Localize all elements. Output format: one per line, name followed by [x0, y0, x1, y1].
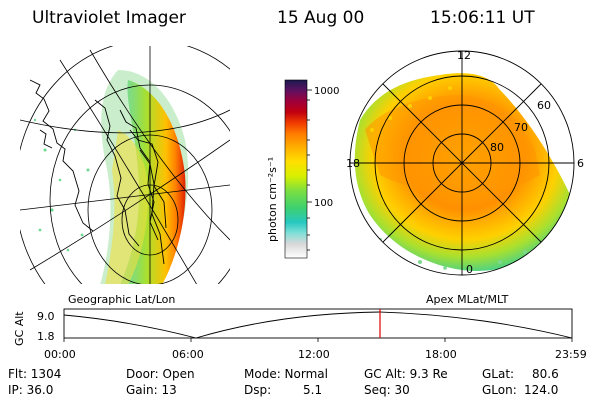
altitude-ytick-1.8: 1.8	[37, 330, 55, 343]
colorbar	[284, 79, 308, 259]
status-ip: IP: 36.0	[8, 383, 54, 397]
altitude-ytick-9: 9.0	[37, 310, 55, 323]
status-mode: Mode: Normal	[244, 367, 328, 381]
mlat-label-80: 80	[490, 141, 504, 154]
altitude-xtick-2359: 23:59	[555, 348, 587, 361]
altitude-xtick-1800: 18:00	[425, 348, 457, 361]
mlt-label-18: 18	[346, 157, 360, 170]
status-dsp-label: Dsp:	[244, 383, 272, 397]
status-glon-label: GLon:	[482, 383, 517, 397]
status-glon-value: 124.0	[524, 383, 559, 397]
polar-image	[349, 50, 575, 276]
status-glat-label: GLat:	[482, 367, 515, 381]
status-flight: Flt: 1304	[8, 367, 62, 381]
altitude-ylabel: GC Alt	[13, 311, 26, 346]
status-sequence: Seq: 30	[364, 383, 410, 397]
mlt-label-12: 12	[457, 49, 471, 62]
colorbar-tick-100: 100	[314, 198, 333, 209]
colorbar-unit-label: photon cm⁻²s⁻¹	[266, 157, 279, 242]
altitude-xtick-1200: 12:00	[298, 348, 330, 361]
status-glat-value: 80.6	[532, 367, 559, 381]
observation-date: 15 Aug 00	[277, 8, 365, 28]
status-gc-altitude: GC Alt: 9.3 Re	[364, 367, 448, 381]
app-title: Ultraviolet Imager	[32, 8, 186, 28]
mlt-label-6: 6	[577, 157, 584, 170]
status-door: Door: Open	[126, 367, 195, 381]
mlat-label-60: 60	[537, 99, 551, 112]
colorbar-ticks	[307, 89, 312, 251]
observation-time: 15:06:11 UT	[430, 8, 535, 28]
status-gain: Gain: 13	[126, 383, 177, 397]
altitude-xtick-0600: 06:00	[172, 348, 204, 361]
mlat-label-70: 70	[514, 121, 528, 134]
status-dsp-value: 5.1	[303, 383, 323, 397]
mlt-label-0: 0	[466, 263, 473, 276]
right-panel-label: Apex MLat/MLT	[426, 293, 509, 306]
altitude-xtick-0000: 00:00	[44, 348, 76, 361]
left-panel-label: Geographic Lat/Lon	[68, 293, 175, 306]
geographic-image	[20, 46, 230, 284]
altitude-plot	[63, 308, 573, 342]
colorbar-tick-1000: 1000	[314, 86, 339, 97]
